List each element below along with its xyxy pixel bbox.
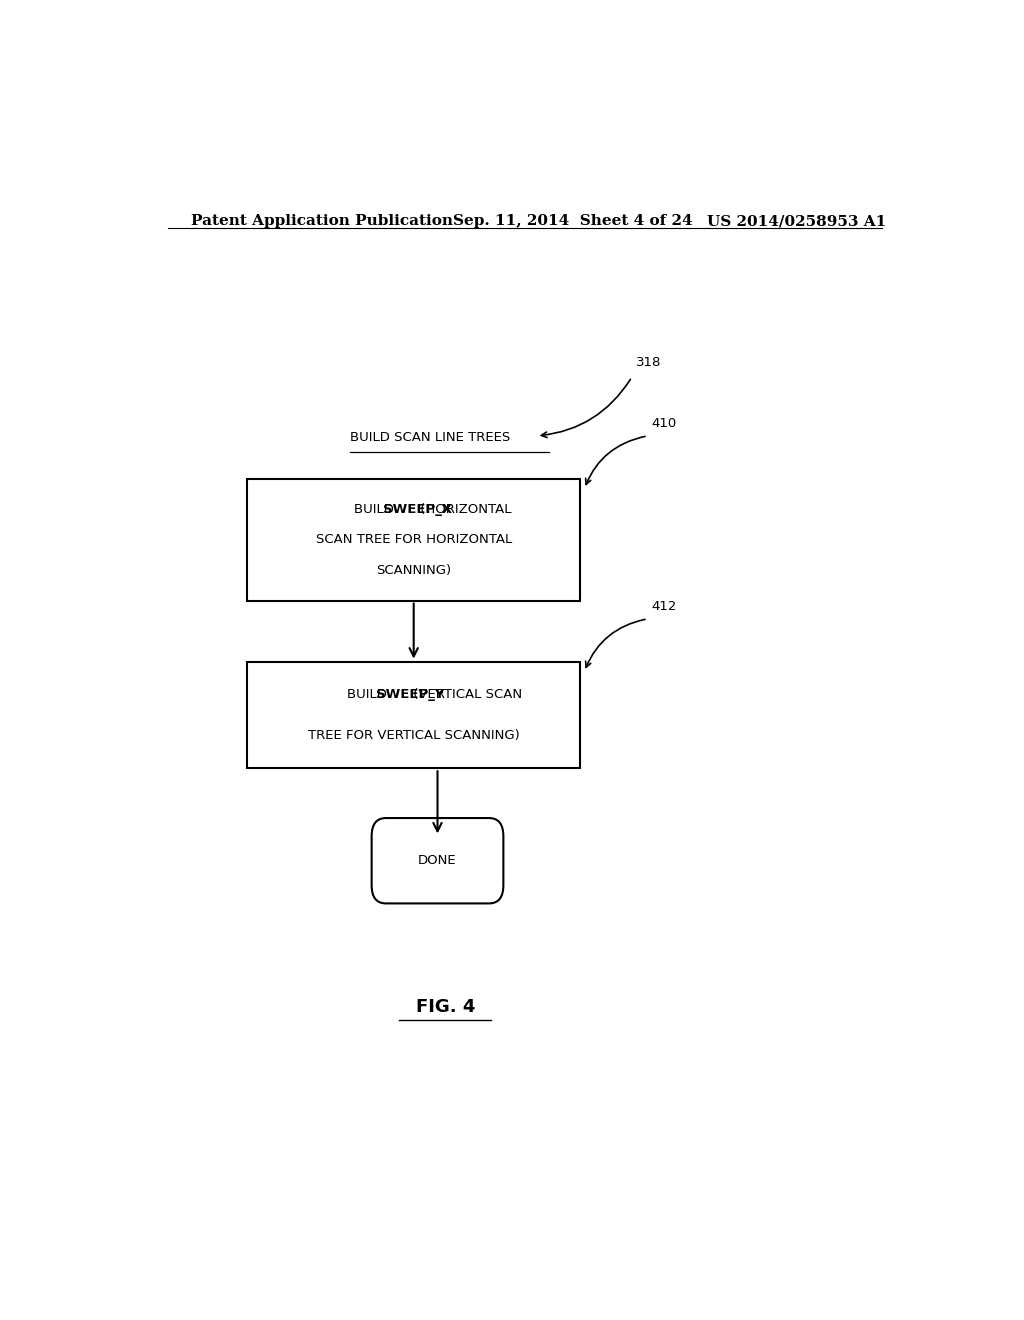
Text: BUILD: BUILD [347, 688, 391, 701]
Text: 412: 412 [651, 599, 677, 612]
Text: DONE: DONE [418, 854, 457, 867]
Text: (HORIZONTAL: (HORIZONTAL [416, 503, 512, 516]
Text: SCANNING): SCANNING) [376, 564, 452, 577]
Text: Patent Application Publication: Patent Application Publication [191, 214, 454, 228]
Text: SWEEP_X: SWEEP_X [383, 503, 452, 516]
Text: 318: 318 [636, 356, 662, 368]
Text: US 2014/0258953 A1: US 2014/0258953 A1 [708, 214, 887, 228]
Text: Sep. 11, 2014  Sheet 4 of 24: Sep. 11, 2014 Sheet 4 of 24 [454, 214, 693, 228]
FancyBboxPatch shape [247, 661, 581, 768]
Text: (VERTICAL SCAN: (VERTICAL SCAN [409, 688, 522, 701]
FancyBboxPatch shape [247, 479, 581, 601]
Text: SWEEP_Y: SWEEP_Y [376, 688, 444, 701]
Text: BUILD: BUILD [354, 503, 398, 516]
Text: BUILD SCAN LINE TREES: BUILD SCAN LINE TREES [350, 432, 510, 445]
FancyBboxPatch shape [372, 818, 504, 903]
Text: SCAN TREE FOR HORIZONTAL: SCAN TREE FOR HORIZONTAL [315, 533, 512, 546]
Text: 410: 410 [651, 417, 677, 430]
Text: FIG. 4: FIG. 4 [416, 998, 475, 1016]
Text: TREE FOR VERTICAL SCANNING): TREE FOR VERTICAL SCANNING) [308, 729, 519, 742]
